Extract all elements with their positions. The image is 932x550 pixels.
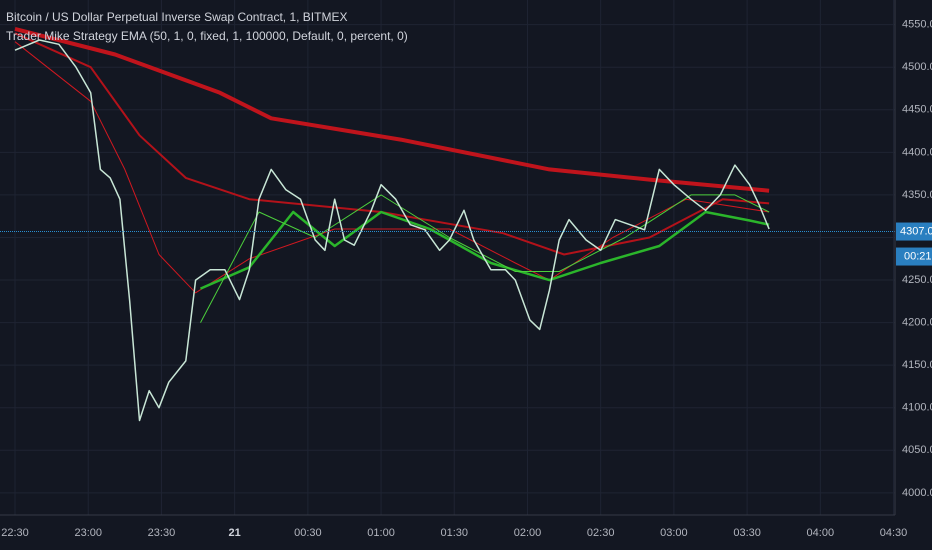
y-tick-label: 4500.0 [902,61,932,73]
x-tick-label: 23:00 [74,527,102,539]
last-price-box [896,222,932,241]
y-tick-label: 4350.0 [902,189,932,201]
x-tick-label: 22:30 [1,527,29,539]
countdown-label: 00:21 [904,250,932,262]
x-tick-label: 04:00 [807,527,835,539]
y-tick-label: 4400.0 [902,146,932,158]
y-tick-label: 4200.0 [902,317,932,329]
plot [0,26,895,422]
series-line [14,26,770,193]
series-line [14,41,770,294]
x-tick-label: 03:00 [660,527,688,539]
y-tick-label: 4450.0 [902,104,932,116]
x-tick-label: 23:30 [148,527,176,539]
y-tick-label: 4150.0 [902,359,932,371]
x-tick-label: 02:00 [514,527,542,539]
x-tick-label: 02:30 [587,527,615,539]
x-tick-label: 01:30 [441,527,469,539]
x-tick-label: 01:00 [367,527,395,539]
x-tick-label: 21 [229,527,241,539]
y-tick-label: 4250.0 [902,274,932,286]
y-tick-label: 4100.0 [902,402,932,414]
axes: 4000.04050.04100.04150.04200.04250.04300… [1,19,932,539]
x-tick-label: 00:30 [294,527,322,539]
last-price-label: 4307.0 [900,225,932,237]
y-tick-label: 4550.0 [902,19,932,31]
y-tick-label: 4000.0 [902,487,932,499]
x-tick-label: 03:30 [733,527,761,539]
countdown-box [896,247,932,266]
chart-title: Bitcoin / US Dollar Perpetual Inverse Sw… [6,10,347,24]
indicator-label: Trader Mike Strategy EMA (50, 1, 0, fixe… [6,29,408,43]
y-tick-label: 4050.0 [902,444,932,456]
series-line [199,210,770,290]
x-tick-label: 04:30 [880,527,908,539]
series-line [14,39,770,422]
series-line [200,194,770,323]
